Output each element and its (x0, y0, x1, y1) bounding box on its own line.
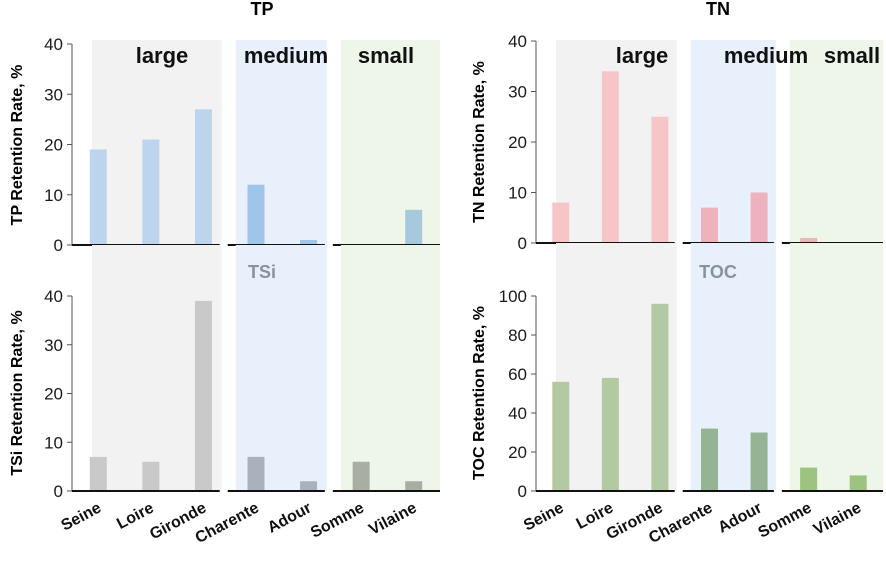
toc-chart-title: TOC (699, 262, 737, 282)
tsi-ytick-label: 20 (44, 385, 63, 404)
tp-bar-loire (142, 139, 160, 245)
toc-xtick-label-seine: Seine (521, 499, 567, 534)
tn-ytick-label: 20 (508, 133, 527, 152)
tsi-ytick-label: 0 (54, 482, 63, 501)
toc-bar-somme (800, 467, 818, 491)
tp-group-label-medium: medium (244, 43, 328, 68)
tsi-ytick-label: 30 (44, 336, 63, 355)
tsi-small-band (340, 245, 440, 491)
tp-bar-adour (300, 239, 318, 245)
tsi-bar-gironde (194, 300, 212, 491)
tp-ytick-label: 20 (44, 136, 63, 155)
toc-bar-gironde (651, 303, 669, 491)
tn-group-label-medium: medium (724, 43, 808, 68)
tsi-xtick-label-seine: Seine (58, 499, 104, 534)
tsi-bar-vilaine (405, 481, 423, 491)
tsi-bar-charente (247, 456, 265, 491)
toc-bar-charente (701, 428, 718, 491)
tsi-bar-loire (142, 461, 160, 491)
toc-bar-seine (552, 381, 570, 491)
toc-bar-vilaine (849, 475, 867, 491)
tp-bar-charente (247, 184, 265, 245)
tn-group-label-small: small (824, 43, 880, 68)
toc-ytick-label: 40 (508, 404, 527, 423)
tn-bar-gironde (651, 116, 669, 243)
tn-ytick-label: 40 (508, 32, 527, 51)
toc-small-band (789, 243, 883, 491)
tn-small-band (789, 40, 883, 243)
tp-ytick-label: 10 (44, 186, 63, 205)
toc-bar-adour (750, 432, 768, 491)
tn-y-axis-title: TN Retention Rate, % (471, 61, 488, 223)
tp-small-band (340, 40, 440, 245)
tsi-bar-adour (300, 481, 318, 491)
toc-xtick-label-somme: Somme (756, 499, 815, 541)
tn-ytick-label: 0 (518, 234, 527, 253)
tp-ytick-label: 0 (54, 236, 63, 255)
tp-bar-vilaine (405, 209, 423, 245)
tsi-bar-seine (89, 456, 107, 491)
toc-ytick-label: 20 (508, 443, 527, 462)
tp-group-label-small: small (358, 43, 414, 68)
tp-chart-title: TP (250, 0, 273, 19)
tp-y-axis-title: TP Retention Rate, % (9, 65, 26, 226)
tn-bar-charente (701, 207, 718, 243)
toc-bar-loire (601, 377, 619, 491)
tsi-xtick-label-somme: Somme (308, 499, 367, 541)
tn-ytick-label: 10 (508, 184, 527, 203)
tn-bar-loire (601, 71, 619, 243)
tp-group-label-large: large (136, 43, 189, 68)
tn-ytick-label: 30 (508, 83, 527, 102)
toc-xtick-label-vilaine: Vilaine (811, 499, 864, 538)
tp-ytick-label: 30 (44, 85, 63, 104)
tsi-xtick-label-adour: Adour (265, 500, 315, 537)
tn-bar-somme (800, 237, 818, 243)
tp-ytick-label: 40 (44, 35, 63, 54)
tsi-chart-title: TSi (248, 262, 276, 282)
tsi-xtick-label-vilaine: Vilaine (366, 499, 419, 538)
tsi-bar-somme (352, 461, 370, 491)
toc-ytick-label: 0 (518, 482, 527, 501)
tsi-ytick-label: 10 (44, 433, 63, 452)
tsi-medium-band (235, 245, 327, 491)
tn-bar-adour (750, 192, 768, 243)
toc-ytick-label: 80 (508, 326, 527, 345)
toc-ytick-label: 60 (508, 365, 527, 384)
tn-group-label-large: large (616, 43, 669, 68)
tsi-y-axis-title: TSi Retention Rate, % (9, 310, 26, 475)
tp-bar-seine (89, 149, 107, 245)
tp-bar-gironde (194, 109, 212, 245)
tn-chart-title: TN (706, 0, 730, 19)
toc-y-axis-title: TOC Retention Rate, % (471, 306, 488, 480)
tsi-ytick-label: 40 (44, 287, 63, 306)
tn-bar-seine (552, 202, 570, 243)
toc-ytick-label: 100 (499, 287, 527, 306)
